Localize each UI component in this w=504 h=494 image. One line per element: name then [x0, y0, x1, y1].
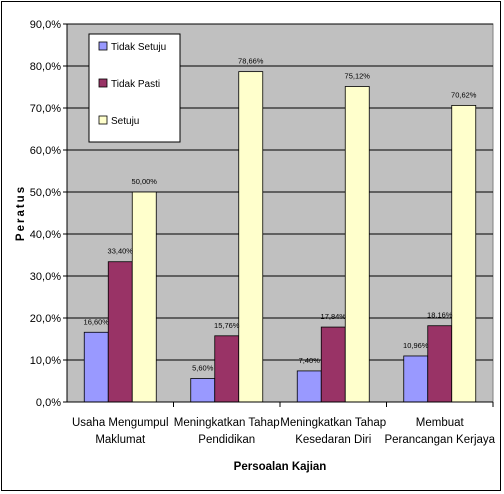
- y-axis-title: Peratus: [15, 185, 27, 241]
- data-label: 17,84%: [321, 312, 347, 321]
- axes: [66, 24, 494, 407]
- x-category-label: Meningkatkan Tahap: [174, 417, 280, 429]
- bar: [403, 355, 429, 403]
- data-label: 7,40%: [299, 356, 321, 365]
- y-tick-label: 20,0%: [30, 313, 61, 325]
- x-category-label: Membuat: [416, 417, 465, 429]
- bar: [427, 325, 453, 403]
- legend-swatch: [98, 41, 108, 51]
- data-label: 5,60%: [192, 363, 214, 372]
- x-category-label: Kesedaran Diri: [295, 434, 371, 446]
- y-tick-label: 70,0%: [30, 103, 61, 115]
- bar: [190, 378, 216, 403]
- data-label: 10,96%: [403, 341, 429, 350]
- bar: [344, 86, 370, 403]
- legend-label: Setuju: [111, 116, 139, 127]
- data-labels: 16,60% 33,40% 50,00% 5,60% 15,76% 78,66% 7,40%…: [84, 57, 477, 373]
- y-tick-label: 80,0%: [30, 61, 61, 73]
- data-label: 15,76%: [214, 321, 240, 330]
- y-tick-label: 10,0%: [30, 355, 61, 367]
- x-category-labels: Usaha Mengumpul Maklumat Meningkatkan Taha…: [72, 417, 496, 446]
- x-category-label: Meningkatkan Tahap: [280, 417, 386, 429]
- x-axis-title: Persoalan Kajian: [234, 461, 327, 473]
- bar: [296, 370, 322, 403]
- data-label: 78,66%: [238, 57, 264, 66]
- bar: [131, 191, 157, 403]
- y-tick-label: 50,0%: [30, 187, 61, 199]
- legend-label: Tidak Setuju: [111, 42, 166, 53]
- x-category-label: Usaha Mengumpul: [72, 417, 169, 429]
- legend-swatch: [98, 115, 108, 125]
- y-tick-labels: 0,0% 10,0% 20,0% 30,0% 40,0% 50,0% 60,0% 70,0% 8…: [30, 19, 61, 409]
- x-category-label: Perancangan Kerjaya: [384, 434, 495, 446]
- y-tick-label: 0,0%: [36, 397, 61, 409]
- data-label: 18,16%: [427, 311, 453, 320]
- x-category-label: Pendidikan: [198, 434, 255, 446]
- data-label: 16,60%: [84, 317, 110, 326]
- y-tick-label: 60,0%: [30, 145, 61, 157]
- legend-swatch: [98, 78, 108, 88]
- bar: [238, 71, 264, 403]
- y-tick-label: 40,0%: [30, 229, 61, 241]
- bar: [320, 326, 346, 403]
- bar: [214, 335, 240, 403]
- legend-label: Tidak Pasti: [111, 79, 160, 90]
- data-label: 75,12%: [345, 71, 371, 80]
- bar: [107, 261, 133, 403]
- bars: [83, 71, 477, 403]
- data-label: 50,00%: [132, 177, 158, 186]
- data-label: 33,40%: [108, 247, 134, 256]
- legend: Tidak Setuju Tidak Pasti Setuju: [88, 33, 181, 143]
- bar: [83, 331, 109, 403]
- x-category-label: Maklumat: [95, 434, 146, 446]
- y-tick-label: 30,0%: [30, 271, 61, 283]
- data-label: 70,62%: [451, 90, 477, 99]
- y-tick-label: 90,0%: [30, 19, 61, 31]
- bar: [451, 104, 477, 403]
